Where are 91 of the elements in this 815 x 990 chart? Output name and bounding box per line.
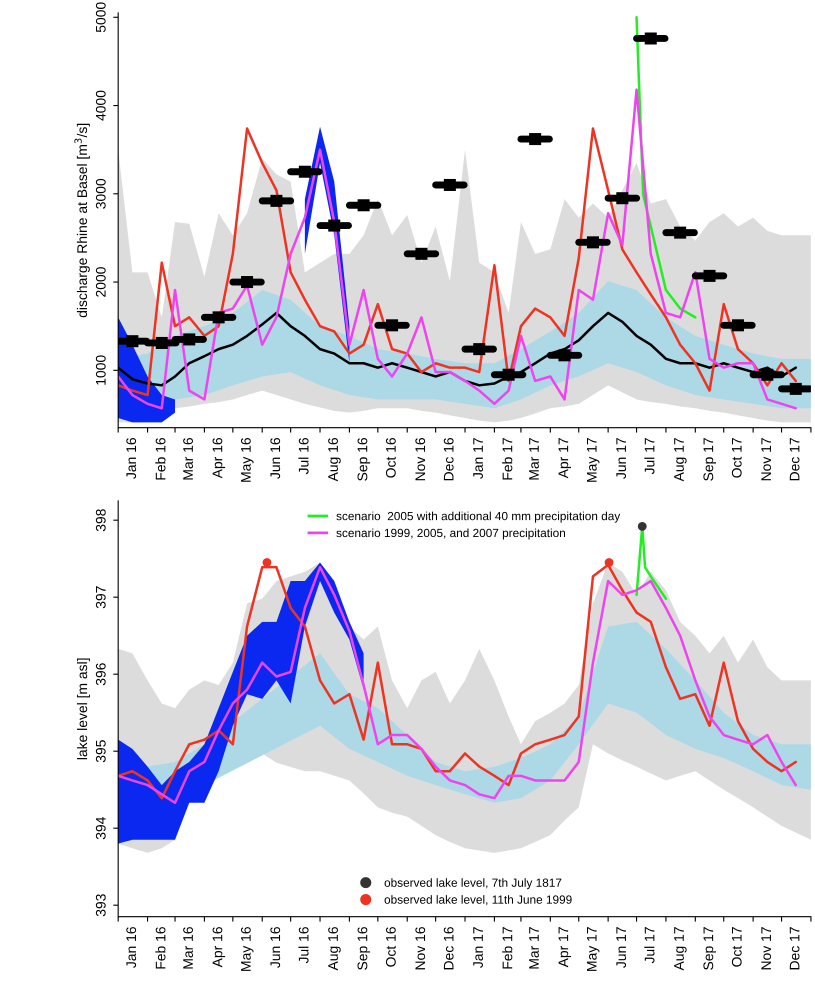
x-tick-label: Oct 17 (732, 927, 742, 967)
x-tick-label: Apr 16 (212, 438, 226, 478)
y-tick-label: 4000 (96, 90, 106, 121)
line-series (118, 127, 798, 396)
legend-label: scenario 2005 with additional 40 mm precipitation day (336, 512, 620, 523)
point (616, 192, 628, 204)
x-tick-label: Jul 17 (644, 927, 654, 964)
x-tick-label: Jan 16 (126, 438, 136, 479)
point (358, 199, 370, 212)
x-tick-label: May 17 (586, 927, 600, 971)
x-tick-label: Jul 16 (298, 438, 309, 474)
y-axis-title: lake level [m asl] (77, 658, 90, 760)
x-tick-label: Mar 17 (529, 927, 539, 969)
line-series (118, 88, 798, 410)
x-tick-label: Feb 17 (502, 927, 512, 969)
point (704, 270, 716, 282)
x-tick-label: Dec 17 (790, 927, 800, 970)
x-tick-label: Apr 17 (558, 927, 572, 968)
x-tick-label: Aug 17 (674, 438, 687, 482)
x-tick-label: Dec 17 (790, 438, 800, 480)
x-tick-label: Jun 16 (270, 927, 280, 968)
y-tick-label: 3000 (96, 178, 106, 209)
x-tick-label: Jun 17 (616, 927, 626, 968)
point (270, 194, 282, 207)
y-tick-label: 5000 (96, 2, 106, 32)
x-tick-label: Feb 16 (155, 927, 166, 969)
x-tick-label: Jan 17 (473, 438, 483, 479)
x-tick-label: Aug 16 (328, 438, 341, 482)
x-tick-label: Mar 17 (529, 438, 539, 480)
point (473, 343, 486, 356)
point (183, 333, 196, 346)
point (790, 382, 802, 395)
x-tick-label: Apr 16 (212, 927, 226, 968)
x-tick-label: Jul 16 (298, 927, 309, 964)
point (502, 368, 515, 381)
y-tick-label: 393 (96, 894, 106, 916)
point (558, 349, 571, 362)
x-tick-label: Feb 16 (155, 438, 166, 480)
point (126, 335, 138, 348)
x-tick-label: Nov 16 (415, 438, 426, 480)
x-tick-label: Oct 16 (386, 927, 396, 967)
y-axis-title: discharge Rhine at Basel [m$^{3}$/s] (74, 124, 90, 318)
point (415, 248, 428, 260)
point (386, 319, 398, 332)
x-tick-label: May 16 (240, 927, 254, 971)
point (529, 133, 542, 146)
x-tick-label: Aug 17 (674, 927, 687, 970)
legend-label: observed lake level, 11th June 1999 (384, 895, 572, 906)
x-tick-label: Jul 17 (644, 438, 654, 474)
y-tick-label: 394 (96, 817, 106, 840)
x-tick-label: Sep 16 (358, 927, 370, 970)
point (444, 178, 456, 191)
x-tick-label: Nov 16 (415, 927, 426, 970)
x-tick-label: Nov 17 (761, 927, 772, 970)
x-tick-label: Jan 16 (126, 927, 136, 968)
x-tick-label: May 17 (586, 438, 600, 482)
point (732, 319, 744, 332)
point (241, 276, 254, 288)
point (156, 336, 168, 349)
point (586, 236, 599, 248)
x-tick-label: Sep 17 (703, 438, 716, 481)
x-tick-label: Sep 16 (358, 438, 370, 481)
x-tick-label: Nov 17 (761, 438, 772, 480)
point (644, 32, 657, 44)
y-tick-label: 398 (96, 509, 106, 532)
legend-label: observed lake level, 7th July 1817 (384, 878, 562, 890)
x-tick-label: Feb 17 (502, 438, 512, 480)
y-tick-label: 397 (96, 586, 106, 608)
y-tick-label: 396 (96, 663, 106, 686)
point (328, 220, 340, 232)
x-tick-label: May 16 (240, 438, 254, 482)
x-tick-label: Oct 17 (732, 438, 742, 478)
x-tick-label: Aug 16 (328, 927, 341, 970)
y-tick-label: 1000 (96, 355, 106, 385)
x-tick-label: Dec 16 (444, 438, 454, 480)
x-tick-label: Jan 17 (473, 927, 483, 968)
x-tick-label: Mar 16 (183, 438, 193, 480)
y-tick-label: 2000 (96, 267, 106, 297)
x-tick-label: Oct 16 (386, 438, 396, 478)
legend-label: scenario 1999, 2005, and 2007 precipitation (336, 528, 566, 540)
x-tick-label: Dec 16 (444, 927, 454, 970)
x-tick-label: Sep 17 (703, 927, 716, 970)
x-tick-label: Apr 17 (558, 438, 572, 478)
point (298, 166, 311, 178)
y-tick-label: 395 (96, 740, 106, 762)
x-tick-label: Mar 16 (183, 927, 193, 969)
point (674, 226, 686, 239)
x-tick-label: Jun 17 (616, 438, 626, 479)
x-tick-label: Jun 16 (270, 438, 280, 479)
point (761, 368, 774, 381)
point (212, 311, 225, 324)
